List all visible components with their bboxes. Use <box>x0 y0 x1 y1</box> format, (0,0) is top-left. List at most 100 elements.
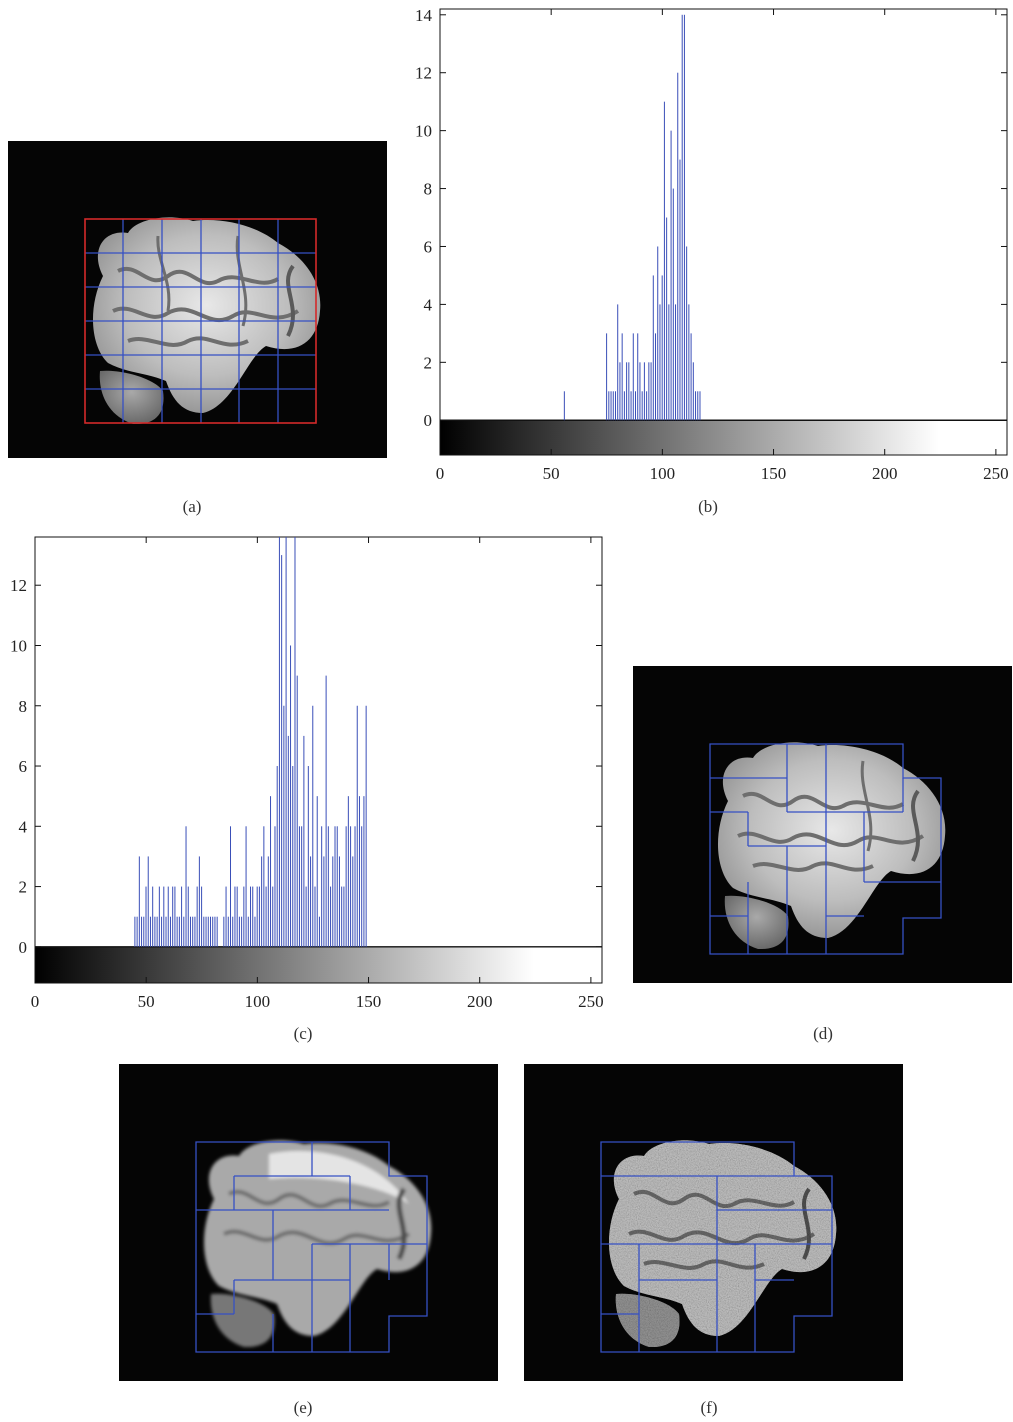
histogram-bar <box>652 275 654 421</box>
histogram-bar <box>325 675 327 947</box>
histogram-bar <box>354 826 356 947</box>
histogram-bar <box>310 856 312 947</box>
histogram-bar <box>294 537 296 947</box>
histogram-bar <box>201 886 203 947</box>
histogram-bar <box>223 916 225 947</box>
y-tick-label: 8 <box>19 697 28 716</box>
histogram-bar <box>334 826 336 947</box>
y-tick-label: 0 <box>19 938 28 957</box>
histogram-bar <box>663 101 665 421</box>
y-tick-label: 4 <box>424 295 433 314</box>
histogram-bar <box>610 391 612 421</box>
histogram-bar <box>256 886 258 947</box>
histogram-bar <box>258 886 260 947</box>
adaptive-grid-d <box>709 743 942 955</box>
histogram-bar <box>183 916 185 947</box>
histogram-bar <box>225 886 227 947</box>
histogram-bar <box>227 916 229 947</box>
histogram-bar <box>245 826 247 947</box>
histogram-bar <box>628 362 630 421</box>
histogram-bar <box>683 14 685 421</box>
histogram-bar <box>345 826 347 947</box>
x-tick-label: 250 <box>578 992 604 1011</box>
histogram-bar <box>207 916 209 947</box>
histogram-bar <box>670 130 672 421</box>
y-tick-label: 6 <box>424 237 433 256</box>
histogram-bar <box>672 188 674 421</box>
histogram-bar <box>617 304 619 421</box>
histogram-b: 0 2 4 6 8 10 12 14 0 50 100 150 200 250 <box>400 0 1012 490</box>
histogram-bar <box>643 362 645 421</box>
histogram-bar <box>343 886 345 947</box>
x-tick-label: 0 <box>31 992 40 1011</box>
histogram-bar <box>341 886 343 947</box>
brain-shape <box>717 742 946 950</box>
histogram-bar <box>145 886 147 947</box>
brain-image-a <box>8 141 387 458</box>
histogram-bar <box>661 275 663 421</box>
roi-box <box>84 218 317 424</box>
histogram-bar <box>172 886 174 947</box>
histogram-bar <box>659 304 661 421</box>
histogram-bar <box>238 916 240 947</box>
histogram-bar <box>274 826 276 947</box>
brain-shape <box>608 1140 837 1348</box>
caption-d: (d) <box>813 1024 833 1043</box>
histogram-bar <box>303 735 305 947</box>
x-tick-label: 100 <box>650 464 676 483</box>
histogram-bar <box>134 916 136 947</box>
histogram-bar <box>356 705 358 947</box>
histogram-bar <box>336 826 338 947</box>
brain-image-e <box>119 1064 498 1381</box>
histogram-bar <box>301 826 303 947</box>
histogram-bar <box>250 886 252 947</box>
histogram-bar <box>606 333 608 421</box>
x-tick-label: 50 <box>543 464 560 483</box>
histogram-bar <box>234 886 236 947</box>
histogram-bar <box>163 886 165 947</box>
histogram-bar <box>174 886 176 947</box>
brain-image-f <box>524 1064 903 1381</box>
histogram-bar <box>361 826 363 947</box>
histogram-bar <box>686 246 688 421</box>
histogram-bar <box>305 886 307 947</box>
histogram-bar <box>194 916 196 947</box>
histogram-bar <box>152 886 154 947</box>
histogram-bar <box>287 735 289 947</box>
histogram-bar <box>241 916 243 947</box>
caption-a: (a) <box>182 497 202 516</box>
histogram-bar <box>657 246 659 421</box>
histogram-bar <box>695 391 697 421</box>
y-tick-label: 6 <box>19 757 28 776</box>
histogram-bar <box>278 537 280 947</box>
histogram-bar <box>612 391 614 421</box>
histogram-bar <box>639 362 641 421</box>
histogram-bar <box>312 705 314 947</box>
brain-figure-a <box>84 217 321 425</box>
histogram-bar <box>563 391 565 421</box>
histogram-bar <box>635 391 637 421</box>
histogram-bar <box>630 391 632 421</box>
histogram-bar <box>614 391 616 421</box>
histogram-bar <box>668 304 670 421</box>
adaptive-grid-e <box>195 1141 428 1353</box>
histogram-bar <box>141 916 143 947</box>
histogram-bar <box>666 217 668 421</box>
histogram-bar <box>637 333 639 421</box>
histogram-bar <box>681 14 683 421</box>
y-tick-label: 2 <box>19 878 28 897</box>
caption-e: (e) <box>293 1398 313 1417</box>
histogram-bar <box>252 886 254 947</box>
histogram-bar <box>203 916 205 947</box>
histogram-bar <box>290 645 292 947</box>
brain-shape <box>92 217 321 425</box>
brain-figure-d <box>709 742 946 955</box>
histogram-bar <box>216 916 218 947</box>
histogram-bar <box>236 886 238 947</box>
histogram-bar <box>243 886 245 947</box>
histogram-bar <box>267 856 269 947</box>
x-tick-label: 0 <box>436 464 445 483</box>
y-tick-label: 10 <box>10 636 27 655</box>
grayscale-colorbar <box>440 420 1007 455</box>
y-tick-label: 8 <box>424 180 433 199</box>
